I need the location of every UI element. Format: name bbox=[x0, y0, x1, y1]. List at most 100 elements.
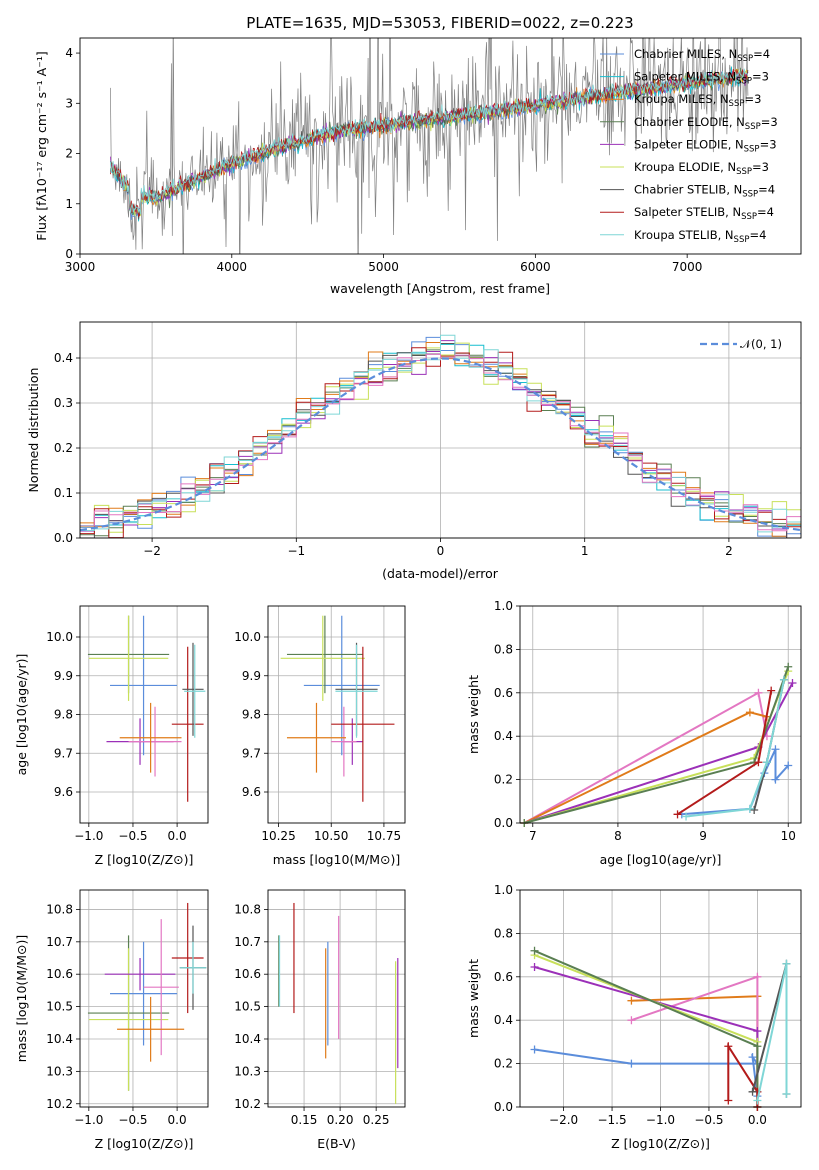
legend-text: Chabrier ELODIE, N bbox=[634, 115, 745, 129]
weight-marker bbox=[754, 688, 763, 697]
y-tick-label: 3 bbox=[65, 96, 73, 110]
y-axis-label: Normed distribution bbox=[26, 368, 41, 493]
legend-subscript: SSP bbox=[736, 167, 752, 177]
legend-text: =3 bbox=[761, 115, 778, 129]
legend-text: Salpeter ELODIE, N bbox=[634, 137, 744, 151]
y-tick-label: 9.6 bbox=[54, 785, 73, 799]
weight-marker bbox=[788, 679, 797, 688]
x-tick-label: 4000 bbox=[217, 260, 248, 274]
weight-marker bbox=[753, 972, 762, 981]
weight-marker bbox=[762, 758, 771, 767]
model-spectrum-line bbox=[110, 68, 749, 215]
weight-marker bbox=[753, 1027, 762, 1036]
x-tick-label: 2 bbox=[725, 544, 733, 558]
x-tick-label: 0.15 bbox=[291, 1113, 318, 1127]
x-tick-label: −1 bbox=[287, 544, 305, 558]
y-tick-label: 1 bbox=[65, 197, 73, 211]
x-axis-label: Z [log10(Z/Z⊙)] bbox=[611, 1136, 710, 1151]
y-tick-label: 9.7 bbox=[242, 746, 261, 760]
weight-marker bbox=[782, 1089, 791, 1098]
x-tick-label: 10.75 bbox=[367, 829, 401, 843]
legend-text: =3 bbox=[760, 137, 777, 151]
legend-subscript: SSP bbox=[741, 212, 757, 222]
weight-marker bbox=[627, 1059, 636, 1068]
weight-marker bbox=[779, 675, 788, 684]
legend-subscript: SSP bbox=[737, 54, 753, 64]
legend-text: Kroupa STELIB, N bbox=[634, 228, 734, 242]
x-tick-label: 3000 bbox=[65, 260, 96, 274]
x-tick-label: −0.5 bbox=[118, 1113, 147, 1127]
legend-entry: Chabrier MILES, NSSP=4 bbox=[634, 47, 770, 64]
y-tick-label: 0.2 bbox=[494, 1057, 513, 1071]
y-tick-label: 0.2 bbox=[54, 441, 73, 455]
weight-marker bbox=[771, 775, 780, 784]
weight-marker bbox=[673, 810, 682, 819]
weight-marker bbox=[754, 758, 763, 767]
x-tick-label: −2.0 bbox=[549, 1113, 578, 1127]
weight-marker bbox=[682, 812, 691, 821]
x-tick-label: 10.25 bbox=[261, 829, 295, 843]
y-tick-label: 10.6 bbox=[234, 967, 261, 981]
x-tick-label: −2 bbox=[143, 544, 161, 558]
weight-marker bbox=[782, 959, 791, 968]
legend-text: Salpeter STELIB, N bbox=[634, 205, 741, 219]
y-tick-label: 0.0 bbox=[494, 1100, 513, 1114]
weight-marker bbox=[530, 1045, 539, 1054]
y-axis-label: mass weight bbox=[466, 675, 481, 754]
x-tick-label: 10.50 bbox=[314, 829, 348, 843]
y-tick-label: 10.8 bbox=[234, 902, 261, 916]
x-tick-label: 9 bbox=[699, 829, 707, 843]
y-tick-label: 0.8 bbox=[494, 642, 513, 656]
y-tick-label: 10.4 bbox=[234, 1032, 261, 1046]
legend-text: =3 bbox=[752, 160, 769, 174]
axes-frame bbox=[267, 889, 406, 1108]
legend-text: Chabrier MILES, N bbox=[634, 47, 737, 61]
y-tick-label: 0 bbox=[65, 247, 73, 261]
y-tick-label: 10.6 bbox=[46, 967, 73, 981]
y-tick-label: 10.3 bbox=[234, 1064, 261, 1078]
weight-marker bbox=[530, 946, 539, 955]
weight-marker bbox=[627, 1016, 636, 1025]
weight-marker bbox=[724, 1042, 733, 1051]
y-tick-label: 10.0 bbox=[46, 630, 73, 644]
x-tick-label: 6000 bbox=[520, 260, 551, 274]
legend-entry: Kroupa STELIB, NSSP=4 bbox=[634, 228, 766, 245]
y-tick-label: 0.4 bbox=[54, 351, 73, 365]
y-tick-label: 1.0 bbox=[494, 883, 513, 897]
legend-entry: Kroupa MILES, NSSP=3 bbox=[634, 92, 761, 109]
x-tick-label: 0.20 bbox=[327, 1113, 354, 1127]
legend-text: =4 bbox=[758, 183, 775, 197]
axes-frame bbox=[519, 889, 802, 1108]
x-axis-label: (data-model)/error bbox=[382, 566, 499, 581]
y-tick-label: 0.6 bbox=[494, 686, 513, 700]
x-tick-label: 7 bbox=[529, 829, 537, 843]
legend-text: Chabrier STELIB, N bbox=[634, 183, 742, 197]
y-tick-label: 0.6 bbox=[494, 970, 513, 984]
weight-marker bbox=[745, 708, 754, 717]
weight-marker bbox=[771, 745, 780, 754]
x-tick-label: −1.0 bbox=[646, 1113, 675, 1127]
legend-text: =3 bbox=[744, 92, 761, 106]
x-tick-label: −0.5 bbox=[118, 829, 147, 843]
axes-frame bbox=[79, 37, 802, 255]
y-tick-label: 1.0 bbox=[494, 599, 513, 613]
x-tick-label: −1.0 bbox=[74, 829, 103, 843]
legend-text: Kroupa ELODIE, N bbox=[634, 160, 736, 174]
weight-marker bbox=[627, 996, 636, 1005]
x-tick-label: 7000 bbox=[672, 260, 703, 274]
x-axis-label: mass [log10(M/M⊙)] bbox=[273, 852, 401, 867]
y-tick-label: 10.4 bbox=[46, 1032, 73, 1046]
x-axis-label: Z [log10(Z/Z⊙)] bbox=[95, 1136, 194, 1151]
y-tick-label: 0.3 bbox=[54, 396, 73, 410]
legend-subscript: SSP bbox=[742, 190, 758, 200]
y-axis-label: mass [log10(M/M⊙)] bbox=[14, 935, 29, 1063]
y-tick-label: 9.9 bbox=[54, 669, 73, 683]
residual-histogram bbox=[80, 347, 801, 538]
axes-frame bbox=[79, 889, 209, 1108]
x-axis-label: age [log10(age/yr)] bbox=[600, 852, 722, 867]
x-tick-label: 1 bbox=[581, 544, 589, 558]
panel-5: −1.0 −0.5 0.0 10.2 10.3 10.4 10.5 10.6 10.7 10.8 Z… bbox=[14, 889, 209, 1151]
legend-text: =4 bbox=[757, 205, 774, 219]
y-tick-label: 0.1 bbox=[54, 486, 73, 500]
